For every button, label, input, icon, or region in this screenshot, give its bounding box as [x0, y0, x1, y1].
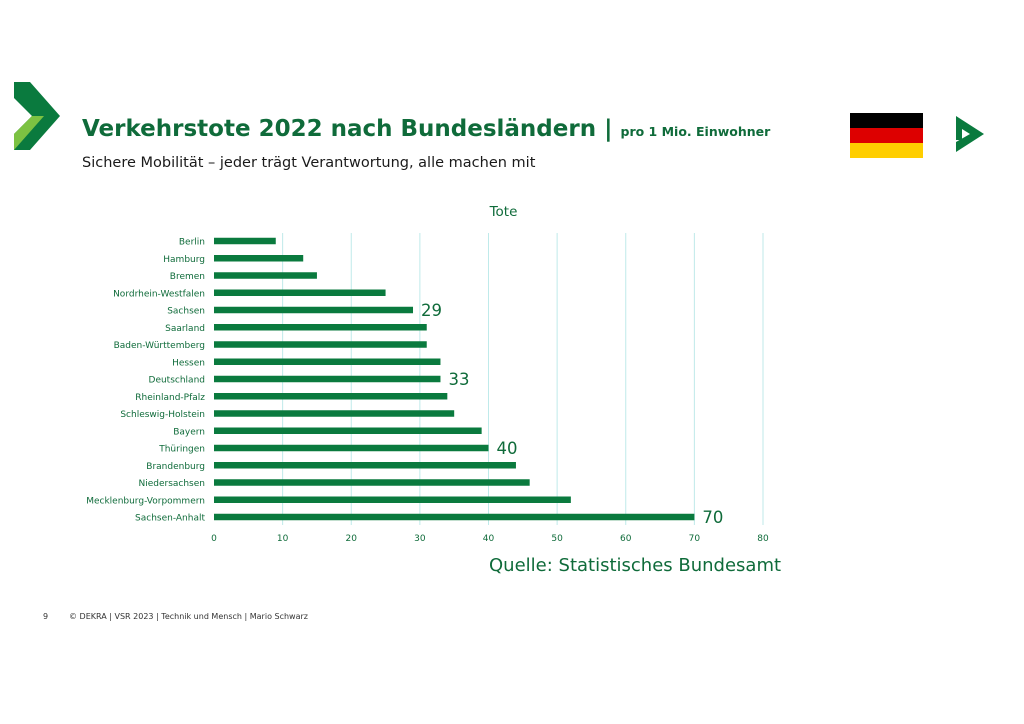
category-label: Nordrhein-Westfalen	[113, 289, 205, 299]
bar	[214, 375, 441, 383]
data-label: 33	[448, 370, 469, 389]
title-row: Verkehrstote 2022 nach Bundesländern | pro…	[82, 116, 770, 142]
dekra-small-logo-icon	[956, 116, 984, 152]
source-note: Quelle: Statistisches Bundesamt	[489, 555, 782, 576]
title-separator: |	[604, 116, 613, 142]
bar	[214, 513, 695, 521]
bar	[214, 255, 304, 262]
chart-title: Tote	[489, 204, 518, 220]
bar-chart: Tote 0 10 20 30 40 50 60 70 80 Berlin Hamburg Bremen…	[86, 204, 769, 544]
x-tick-label: 40	[483, 534, 495, 544]
data-label: 70	[702, 508, 723, 527]
category-label: Mecklenburg-Vorpommern	[86, 496, 205, 506]
category-label: Hessen	[172, 358, 205, 368]
germany-flag-icon	[850, 113, 923, 158]
bar	[214, 237, 276, 245]
title-unit: pro 1 Mio. Einwohner	[620, 124, 771, 139]
category-label: Bayern	[173, 427, 205, 437]
x-tick-label: 70	[689, 534, 701, 544]
bar	[214, 272, 317, 279]
x-tick-label: 10	[277, 534, 289, 544]
bar	[214, 427, 482, 434]
category-label: Sachsen	[167, 307, 205, 317]
x-tick-label: 20	[346, 534, 358, 544]
category-label: Deutschland	[149, 376, 205, 386]
dekra-logo-icon	[14, 82, 60, 150]
x-tick-label: 0	[211, 534, 217, 544]
footer-text: © DEKRA | VSR 2023 | Technik und Mensch …	[69, 612, 308, 621]
x-tick-label: 60	[620, 534, 632, 544]
category-label: Sachsen-Anhalt	[135, 514, 205, 524]
category-label: Berlin	[179, 238, 205, 248]
data-label: 40	[497, 439, 518, 458]
x-tick-label: 80	[757, 534, 769, 544]
page-number: 9	[43, 612, 49, 621]
bar	[214, 496, 571, 503]
category-label: Rheinland-Pfalz	[135, 393, 205, 403]
category-label: Saarland	[165, 324, 205, 334]
bar	[214, 358, 441, 365]
bar	[214, 341, 427, 348]
bar	[214, 462, 516, 469]
page-title: Verkehrstote 2022 nach Bundesländern	[82, 116, 597, 142]
category-label: Baden-Württemberg	[114, 341, 205, 351]
page-subtitle: Sichere Mobilität – jeder trägt Verantwo…	[82, 155, 536, 171]
flag-stripe-gold	[850, 143, 923, 158]
flag-stripe-black	[850, 113, 923, 128]
x-tick-label: 50	[551, 534, 563, 544]
bar	[214, 306, 414, 314]
category-label: Schleswig-Holstein	[120, 410, 205, 420]
category-label: Hamburg	[163, 255, 205, 265]
bar	[214, 444, 489, 452]
x-tick-label: 30	[414, 534, 426, 544]
bar	[214, 479, 530, 486]
category-label: Brandenburg	[146, 462, 205, 472]
bar	[214, 324, 427, 331]
data-label: 29	[421, 301, 442, 320]
flag-stripe-red	[850, 128, 923, 143]
bar	[214, 410, 455, 417]
category-label: Bremen	[170, 272, 205, 282]
bar	[214, 289, 386, 296]
footer: 9 © DEKRA | VSR 2023 | Technik und Mensch…	[43, 612, 308, 621]
category-label: Thüringen	[158, 445, 205, 455]
bar	[214, 393, 448, 400]
category-label: Niedersachsen	[138, 479, 205, 489]
